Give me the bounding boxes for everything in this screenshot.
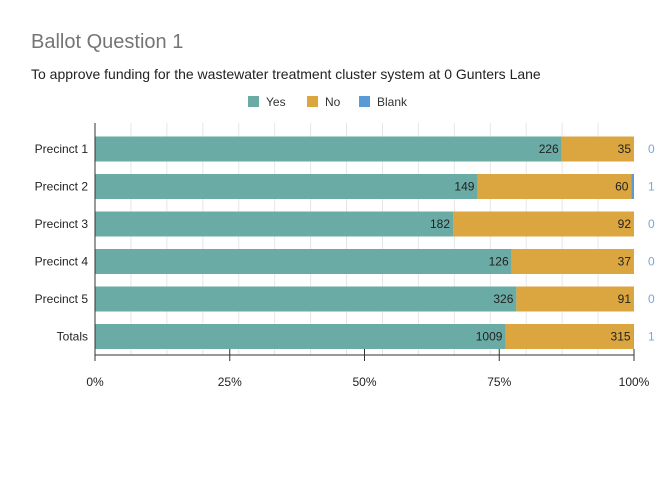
legend-swatch-yes: [248, 96, 259, 107]
data-label-no: 37: [618, 255, 632, 269]
data-label-yes: 1009: [476, 330, 503, 344]
category-label: Totals: [57, 330, 88, 344]
bar-no: [561, 136, 634, 162]
category-label: Precinct 5: [35, 292, 89, 306]
legend-label-no: No: [325, 95, 341, 109]
bar-no: [511, 249, 634, 274]
bar-no: [516, 286, 634, 312]
data-label-blank: 0: [648, 255, 655, 269]
x-tick-label: 0%: [86, 375, 104, 389]
data-label-yes: 182: [430, 217, 450, 231]
data-label-no: 92: [618, 217, 632, 231]
category-label: Precinct 2: [35, 180, 89, 194]
legend-label-blank: Blank: [377, 95, 408, 109]
data-label-yes: 149: [454, 180, 474, 194]
legend-swatch-blank: [359, 96, 370, 107]
data-label-blank: 0: [648, 292, 655, 306]
chart-title: Ballot Question 1: [31, 31, 184, 53]
bar-yes: [95, 249, 512, 274]
chart-subtitle: To approve funding for the wastewater tr…: [31, 66, 541, 82]
data-label-yes: 126: [489, 255, 509, 269]
bar-blank: [631, 174, 634, 199]
bar-yes: [95, 211, 454, 237]
category-label: Precinct 4: [35, 255, 89, 269]
x-tick-label: 50%: [352, 375, 376, 389]
category-label: Precinct 1: [35, 142, 89, 156]
data-label-no: 60: [615, 180, 629, 194]
x-tick-label: 25%: [218, 375, 242, 389]
data-label-blank: 1: [648, 330, 655, 344]
bar-yes: [95, 324, 506, 349]
data-label-yes: 326: [493, 292, 513, 306]
x-tick-label: 75%: [487, 375, 511, 389]
bar-yes: [95, 174, 478, 199]
bar-yes: [95, 286, 517, 312]
data-label-yes: 226: [539, 142, 559, 156]
data-label-no: 315: [611, 330, 631, 344]
category-label: Precinct 3: [35, 217, 89, 231]
bar-no: [505, 324, 634, 349]
legend-swatch-no: [307, 96, 318, 107]
bar-no: [453, 211, 634, 237]
bar-yes: [95, 136, 562, 162]
data-label-blank: 1: [648, 180, 655, 194]
data-label-no: 91: [618, 292, 632, 306]
data-label-no: 35: [618, 142, 632, 156]
x-tick-label: 100%: [619, 375, 650, 389]
data-label-blank: 0: [648, 142, 655, 156]
data-label-blank: 0: [648, 217, 655, 231]
bar-no: [477, 174, 632, 199]
legend-label-yes: Yes: [266, 95, 286, 109]
